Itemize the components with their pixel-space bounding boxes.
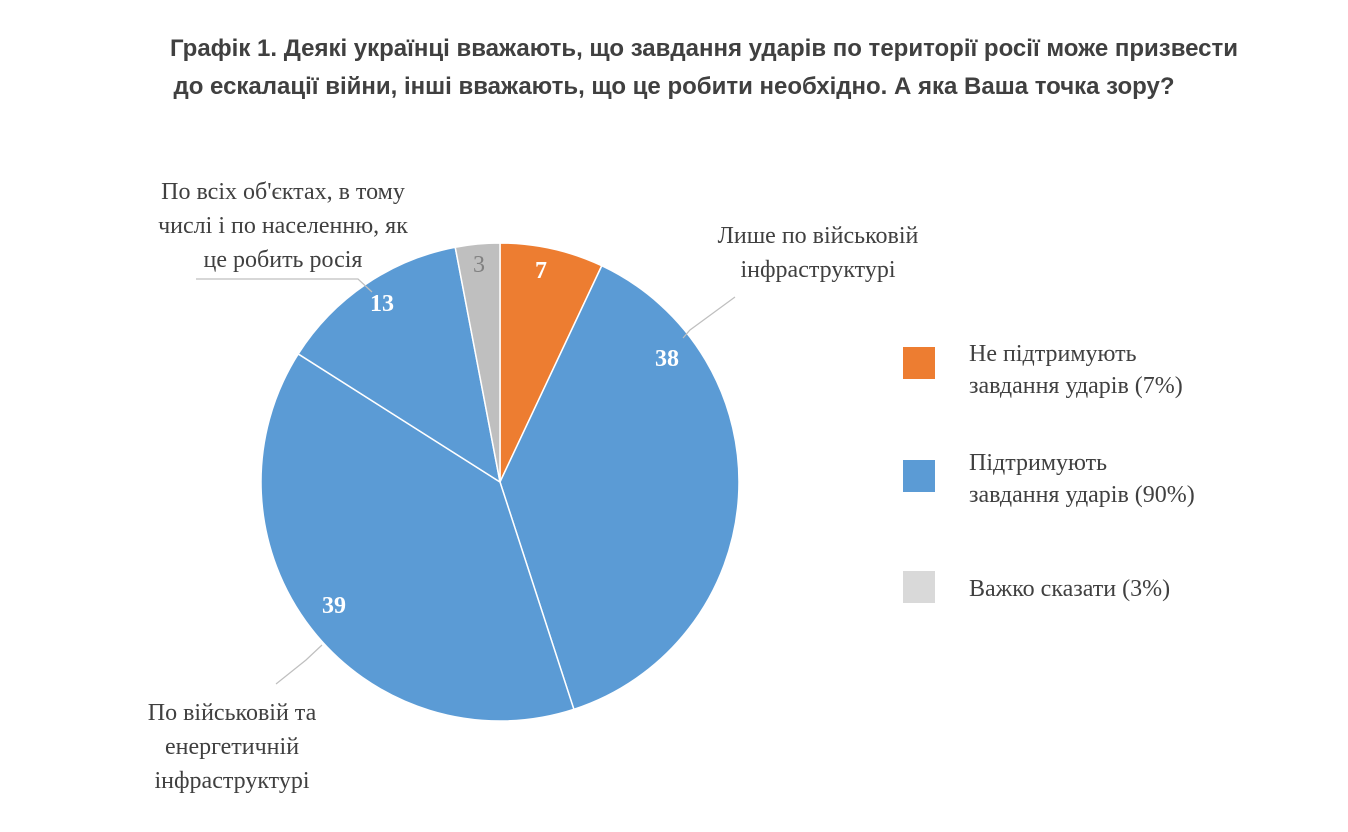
leader-line-military-energy [275, 644, 323, 685]
legend-label-support: Підтримують завдання ударів (90%) [969, 450, 1195, 508]
category-label-military-energy: По військовій та енергетичній інфраструкту… [148, 700, 317, 794]
value-label-all-objects: 13 [370, 291, 394, 317]
category-label-military-only: Лише по військовій інфраструктурі [718, 223, 919, 283]
category-label-all-objects: По всіх об'єктах, в тому числі і по насел… [158, 179, 408, 273]
leader-line-military-only [682, 296, 736, 339]
legend-swatch-hard-to-say [903, 571, 935, 603]
pie-slice-military-only [499, 264, 740, 711]
leader-line-all-objects [196, 278, 373, 293]
chart-title-line-2: до ескалації війни, інші вважають, що це… [173, 73, 1175, 100]
value-label-not-support: 7 [535, 258, 547, 284]
legend-label-not-support: Не підтримують завдання ударів (7%) [969, 341, 1183, 399]
value-label-military-energy: 39 [322, 593, 346, 619]
chart-title: Графік 1. Деякі українці вважають, що за… [0, 30, 1348, 106]
legend-swatch-not-support [903, 347, 935, 379]
chart-title-line-1: Графік 1. Деякі українці вважають, що за… [169, 35, 1239, 62]
value-label-military-only: 38 [655, 346, 679, 372]
pie-slice-military-energy [260, 352, 575, 722]
legend-label-hard-to-say: Важко сказати (3%) [969, 576, 1170, 602]
pie-slice-not-support [499, 242, 603, 483]
legend-swatch-support [903, 460, 935, 492]
pie-slice-all-objects [297, 246, 502, 484]
pie-slice-hard-to-say [454, 242, 501, 483]
value-label-hard-to-say: 3 [473, 252, 485, 278]
